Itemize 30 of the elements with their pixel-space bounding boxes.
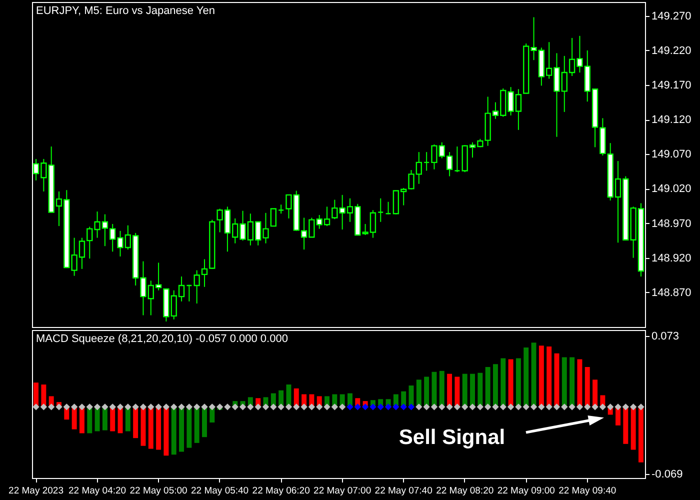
- y-tick-label: 0.073: [652, 330, 680, 342]
- chart-title: EURJPY, M5: Euro vs Japanese Yen: [36, 5, 215, 17]
- y-tick-label: 149.220: [652, 44, 692, 57]
- x-tick-label: 22 May 08:20: [436, 486, 494, 496]
- x-tick-label: 22 May 07:00: [314, 486, 372, 496]
- candlestick: [186, 284, 192, 302]
- y-tick-label: 148.920: [652, 252, 692, 264]
- x-tick-label: 22 May 06:20: [252, 486, 310, 496]
- candlestick: [378, 198, 384, 222]
- y-tick-label: 149.120: [652, 114, 692, 126]
- candlestick: [385, 201, 392, 215]
- y-tick-label: 148.970: [652, 218, 692, 230]
- x-tick-label: 22 May 2023: [8, 486, 64, 496]
- x-tick-label: 22 May 05:00: [130, 486, 188, 496]
- x-tick-label: 22 May 09:40: [558, 486, 616, 496]
- y-tick-label: 149.070: [652, 148, 692, 161]
- x-tick-label: 22 May 05:40: [191, 486, 249, 496]
- candlestick: [270, 208, 276, 227]
- y-tick-label: -0.069: [652, 468, 683, 481]
- chart-title: MACD Squeeze (8,21,20,20,10) -0.057 0.000 0.000: [36, 333, 288, 345]
- x-tick-label: 22 May 04:20: [68, 486, 126, 496]
- x-tick-label: 22 May 07:40: [374, 486, 432, 496]
- x-tick-label: 22 May 09:00: [497, 486, 555, 496]
- candlestick: [454, 146, 460, 173]
- y-tick-label: 149.170: [652, 79, 692, 92]
- y-tick-label: 149.020: [652, 183, 692, 196]
- candlestick: [423, 152, 430, 172]
- annotation: Sell Signal: [398, 426, 506, 449]
- y-tick-label: 149.270: [652, 10, 692, 22]
- y-tick-label: 148.870: [652, 286, 692, 299]
